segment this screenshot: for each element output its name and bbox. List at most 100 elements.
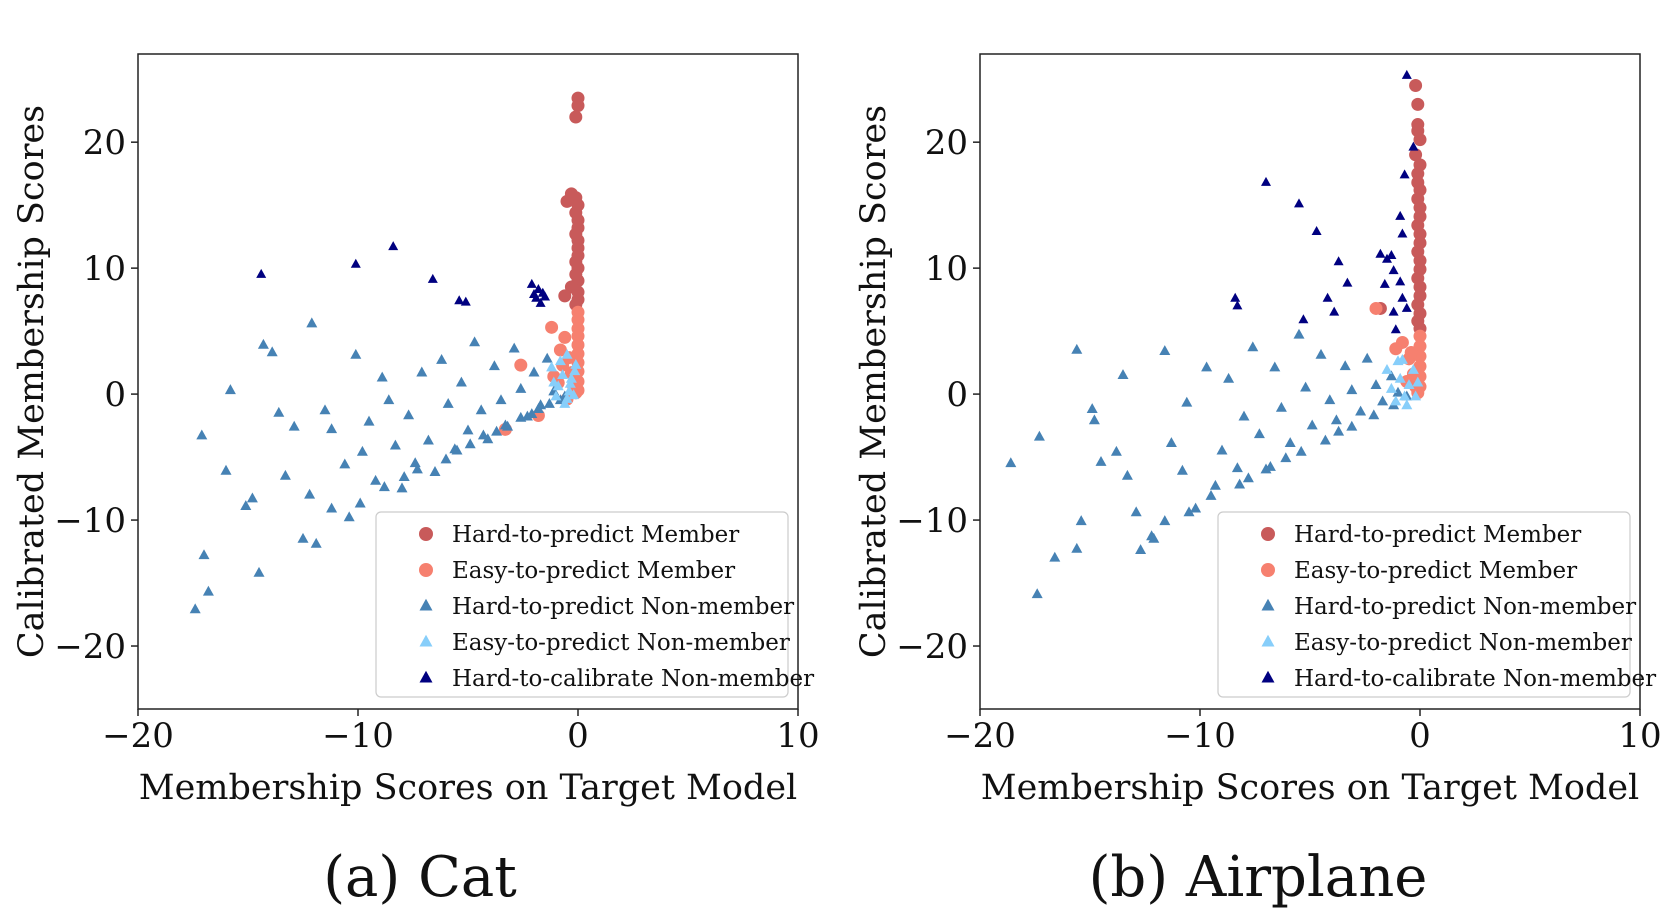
easy-nonmember-point (1412, 376, 1424, 387)
x-tick-label: −20 (944, 716, 1016, 756)
easy-member-point (553, 343, 567, 357)
legend-label-hard-nonmember: Hard-to-predict Non-member (1294, 594, 1636, 620)
y-tick-label: 0 (104, 375, 126, 415)
hard-nonmember-point (1033, 430, 1045, 441)
calib-nonmember-point (1397, 228, 1408, 238)
calib-nonmember-point (535, 297, 546, 307)
y-tick-label: −20 (54, 627, 126, 667)
hard-nonmember-point (1190, 502, 1202, 513)
easy-nonmember-point (568, 389, 580, 400)
legend-label-hard-member: Hard-to-predict Member (452, 522, 739, 548)
hard-nonmember-point (526, 408, 538, 419)
calib-nonmember-point (1397, 292, 1408, 302)
x-tick-label: −10 (322, 716, 394, 756)
calib-nonmember-point (1298, 314, 1309, 324)
hard-nonmember-point (1269, 361, 1281, 372)
hard-nonmember-point (1205, 489, 1217, 500)
x-tick-label: 10 (1618, 716, 1661, 756)
hard-nonmember-point (429, 466, 441, 476)
hard-nonmember-point (1333, 425, 1345, 436)
calib-nonmember-point (1232, 300, 1243, 310)
easy-nonmember-point (1394, 372, 1406, 383)
hard-nonmember-point (515, 411, 527, 422)
hard-nonmember-point (1264, 461, 1276, 471)
hard-nonmember-point (464, 438, 476, 449)
hard-nonmember-point (1223, 372, 1235, 383)
hard-nonmember-point (1377, 395, 1389, 406)
easy-member-point (514, 358, 528, 372)
hard-nonmember-point (451, 444, 463, 455)
hard-nonmember-point (1095, 455, 1107, 466)
hard-nonmember-point (528, 366, 540, 377)
hard-nonmember-point (491, 425, 503, 436)
hard-nonmember-point (1346, 384, 1358, 395)
hard-nonmember-point (396, 482, 408, 493)
y-tick-label: 0 (946, 375, 968, 415)
hard-nonmember-point (508, 342, 520, 353)
hard-nonmember-point (1181, 396, 1193, 407)
calib-nonmember-point (1311, 226, 1322, 236)
easy-nonmember-point (569, 365, 581, 376)
hard-nonmember-point (198, 549, 210, 560)
hard-nonmember-point (339, 458, 351, 469)
hard-nonmember-point (240, 500, 252, 510)
calib-nonmember-point (1329, 306, 1340, 316)
y-tick-label: −10 (54, 501, 126, 541)
calib-nonmember-point (350, 258, 361, 268)
x-tick-label: −20 (102, 716, 174, 756)
hard-nonmember-point (411, 463, 423, 474)
hard-nonmember-point (1031, 588, 1043, 599)
hard-nonmember-point (1049, 551, 1061, 562)
y-axis-label: Calibrated Membership Scores (854, 105, 894, 658)
legend-label-easy-nonmember: Easy-to-predict Non-member (452, 630, 790, 656)
hard-nonmember-point (1324, 394, 1336, 405)
calib-nonmember-point (1395, 276, 1406, 286)
hard-nonmember-point (1183, 506, 1195, 517)
easy-nonmember-point (1401, 399, 1413, 410)
hard-nonmember-point (343, 511, 355, 522)
calib-nonmember-point (526, 278, 537, 288)
easy-nonmember-point (546, 361, 558, 372)
hard-nonmember-point (1110, 445, 1122, 456)
hard-nonmember-point (202, 585, 214, 596)
hard-nonmember-point (442, 398, 454, 408)
calib-nonmember-point (529, 289, 539, 299)
hard-nonmember-point (1339, 360, 1351, 371)
data-points (1005, 69, 1427, 599)
hard-nonmember-point (1071, 343, 1083, 354)
hard-nonmember-point (378, 481, 390, 492)
calib-nonmember-point (1395, 210, 1406, 220)
plot-frame (137, 53, 799, 710)
legend-label-easy-member: Easy-to-predict Member (1294, 558, 1577, 584)
legend-label-calib-nonmember: Hard-to-calibrate Non-member (452, 666, 814, 692)
easy-nonmember-point (1399, 390, 1411, 401)
hard-nonmember-point (495, 394, 507, 405)
legend-marker-easy-nonmember (1261, 634, 1275, 647)
scatter-panel-cat: −20 −10 0 10 −20 −10 0 10 20 Membership Scores on… (12, 53, 820, 808)
caption-cat: (a) Cat (323, 845, 517, 910)
legend-label-hard-member: Hard-to-predict Member (1294, 522, 1581, 548)
hard-nonmember-point (1201, 361, 1213, 372)
hard-member-point (560, 194, 574, 208)
y-axis-label: Calibrated Membership Scores (12, 105, 52, 658)
hard-nonmember-point (436, 353, 448, 364)
easy-nonmember-point (1403, 379, 1415, 390)
hard-nonmember-point (462, 424, 474, 435)
hard-nonmember-point (1231, 462, 1243, 473)
y-tick-label: 20 (925, 123, 968, 163)
x-tick-label: −10 (1164, 716, 1236, 756)
hard-nonmember-point (1159, 345, 1171, 356)
x-tick-label: 10 (776, 716, 819, 756)
data-points (189, 91, 585, 614)
hard-nonmember-point (1216, 444, 1228, 455)
easy-member-point (558, 330, 572, 344)
hard-nonmember-point (383, 394, 395, 405)
calib-nonmember-point (388, 241, 399, 251)
hard-nonmember-point (1275, 401, 1287, 412)
hard-nonmember-point (469, 336, 481, 347)
x-tick-label: 0 (567, 716, 589, 756)
legend-marker-easy-member (419, 563, 433, 577)
hard-nonmember-point (1330, 414, 1342, 425)
easy-nonmember-point (1407, 364, 1419, 374)
y-tick-label: −10 (896, 501, 968, 541)
